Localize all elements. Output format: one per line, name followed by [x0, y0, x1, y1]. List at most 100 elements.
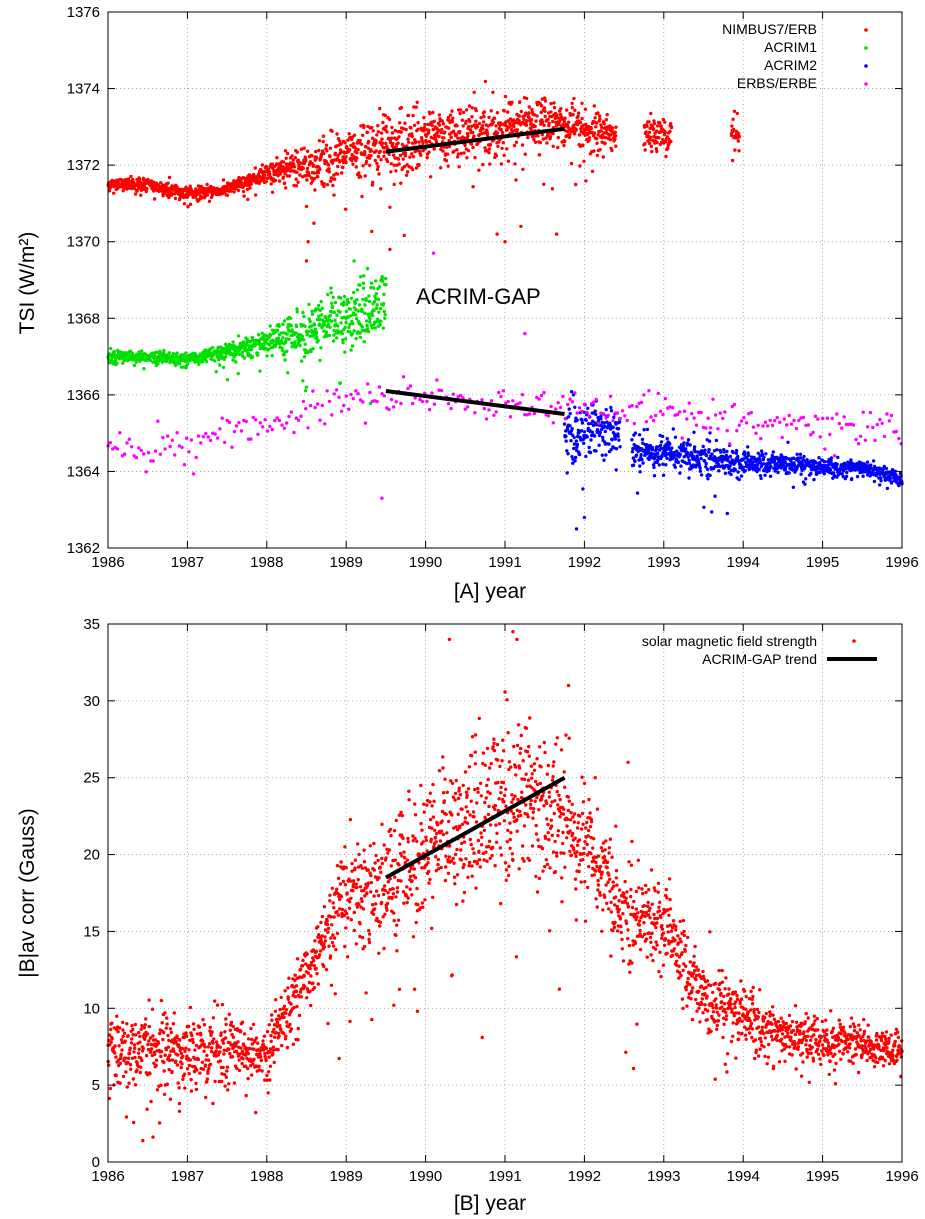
data-point	[851, 423, 856, 427]
data-point	[836, 455, 840, 460]
data-point	[383, 113, 387, 118]
data-point	[757, 467, 761, 472]
data-point	[388, 205, 392, 209]
data-point	[494, 154, 499, 158]
data-point	[376, 124, 380, 128]
data-point	[282, 426, 286, 430]
data-point	[656, 391, 660, 396]
data-point	[609, 133, 613, 137]
data-point	[547, 121, 551, 126]
data-point	[454, 133, 459, 137]
data-point	[150, 1047, 154, 1051]
data-point	[206, 1045, 210, 1049]
data-point	[427, 407, 432, 412]
data-point	[884, 466, 889, 471]
data-point	[594, 449, 598, 453]
data-point	[304, 204, 309, 209]
data-point	[466, 405, 470, 409]
data-point	[600, 453, 604, 457]
data-point	[604, 416, 608, 420]
data-point	[668, 129, 672, 134]
data-point	[230, 1055, 235, 1059]
data-point	[614, 447, 619, 451]
data-point	[267, 1023, 271, 1027]
data-point	[687, 458, 691, 462]
data-point	[350, 861, 354, 866]
data-point	[364, 319, 369, 323]
data-point	[239, 1029, 243, 1034]
data-point	[147, 1024, 151, 1029]
data-point	[770, 423, 775, 428]
data-point	[768, 418, 772, 423]
data-point	[270, 427, 274, 432]
data-point	[508, 415, 513, 419]
data-point	[399, 181, 403, 185]
data-point	[885, 486, 890, 491]
data-point	[743, 468, 747, 473]
data-point	[737, 477, 741, 482]
data-point	[341, 165, 345, 170]
data-point	[821, 416, 825, 421]
data-point	[335, 864, 340, 868]
data-point	[725, 429, 729, 433]
y-tick-label: 1362	[67, 540, 100, 557]
data-point	[613, 134, 618, 138]
data-point	[604, 453, 608, 457]
data-point	[363, 150, 367, 154]
data-point	[666, 146, 670, 150]
data-point	[512, 125, 516, 129]
data-point	[121, 1028, 125, 1032]
data-point	[496, 144, 500, 149]
data-point	[206, 435, 210, 439]
data-point	[380, 822, 384, 826]
data-point	[503, 94, 508, 99]
data-point	[617, 438, 621, 442]
data-point	[250, 1037, 254, 1042]
data-point	[164, 1026, 168, 1030]
data-point	[417, 140, 421, 144]
data-point	[594, 125, 598, 129]
data-point	[344, 207, 348, 211]
data-point	[598, 430, 602, 434]
data-point	[578, 120, 583, 125]
data-point	[323, 935, 327, 939]
data-point	[240, 1020, 245, 1024]
data-point	[420, 138, 424, 142]
data-point	[377, 385, 382, 389]
data-point	[151, 459, 155, 463]
data-point	[456, 136, 460, 140]
data-point	[414, 166, 419, 170]
data-point	[576, 114, 580, 119]
data-point	[776, 470, 780, 475]
data-point	[526, 135, 530, 140]
data-point	[669, 125, 674, 130]
data-point	[331, 183, 335, 188]
data-point	[323, 939, 327, 943]
data-point	[116, 1030, 120, 1034]
data-point	[897, 436, 901, 441]
data-point	[473, 411, 477, 415]
data-point	[647, 120, 651, 124]
data-point	[131, 351, 135, 356]
data-point	[813, 414, 818, 418]
data-point	[376, 164, 380, 169]
data-point	[835, 462, 839, 466]
data-point	[259, 1055, 263, 1059]
data-point	[312, 986, 317, 990]
data-point	[643, 148, 647, 152]
data-point	[302, 974, 306, 978]
data-point	[439, 388, 444, 393]
data-point	[533, 124, 537, 129]
data-point	[704, 426, 708, 430]
data-point	[601, 155, 605, 159]
data-point	[121, 1034, 125, 1039]
data-point	[211, 1101, 215, 1106]
data-point	[139, 1027, 143, 1031]
data-point	[630, 438, 634, 442]
data-point	[349, 879, 353, 883]
data-point	[281, 165, 285, 169]
data-point	[317, 139, 322, 143]
data-point	[212, 1037, 216, 1041]
data-point	[412, 123, 417, 128]
data-point	[734, 448, 739, 453]
